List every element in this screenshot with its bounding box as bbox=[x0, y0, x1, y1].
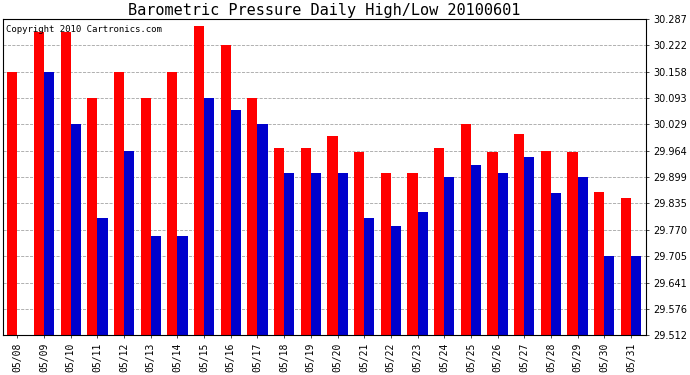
Bar bbox=[337, 173, 348, 335]
Bar bbox=[417, 211, 428, 335]
Bar bbox=[381, 173, 391, 335]
Bar bbox=[231, 110, 241, 335]
Bar bbox=[141, 98, 151, 335]
Bar bbox=[44, 72, 55, 335]
Bar bbox=[8, 72, 17, 335]
Bar bbox=[567, 152, 578, 335]
Bar bbox=[487, 152, 497, 335]
Bar bbox=[274, 148, 284, 335]
Bar bbox=[194, 26, 204, 335]
Bar bbox=[177, 236, 188, 335]
Bar bbox=[631, 256, 641, 335]
Bar bbox=[514, 134, 524, 335]
Bar bbox=[310, 173, 321, 335]
Bar bbox=[71, 124, 81, 335]
Bar bbox=[114, 72, 124, 335]
Bar bbox=[621, 198, 631, 335]
Bar bbox=[327, 136, 337, 335]
Bar bbox=[247, 98, 257, 335]
Bar bbox=[407, 173, 417, 335]
Bar bbox=[124, 151, 135, 335]
Bar bbox=[204, 98, 215, 335]
Bar bbox=[34, 32, 44, 335]
Bar bbox=[97, 217, 108, 335]
Bar bbox=[434, 148, 444, 335]
Bar bbox=[364, 217, 374, 335]
Bar bbox=[578, 177, 588, 335]
Bar bbox=[301, 148, 310, 335]
Bar bbox=[257, 124, 268, 335]
Bar bbox=[354, 152, 364, 335]
Bar bbox=[61, 32, 71, 335]
Bar bbox=[541, 151, 551, 335]
Bar bbox=[444, 177, 454, 335]
Bar bbox=[524, 157, 534, 335]
Bar bbox=[604, 256, 614, 335]
Title: Barometric Pressure Daily High/Low 20100601: Barometric Pressure Daily High/Low 20100… bbox=[128, 3, 520, 18]
Bar bbox=[551, 193, 561, 335]
Bar bbox=[88, 98, 97, 335]
Bar bbox=[471, 165, 481, 335]
Bar bbox=[461, 124, 471, 335]
Bar bbox=[497, 173, 508, 335]
Bar bbox=[391, 226, 401, 335]
Bar bbox=[594, 192, 604, 335]
Bar bbox=[151, 236, 161, 335]
Text: Copyright 2010 Cartronics.com: Copyright 2010 Cartronics.com bbox=[6, 25, 162, 34]
Bar bbox=[168, 72, 177, 335]
Bar bbox=[284, 173, 295, 335]
Bar bbox=[221, 45, 231, 335]
